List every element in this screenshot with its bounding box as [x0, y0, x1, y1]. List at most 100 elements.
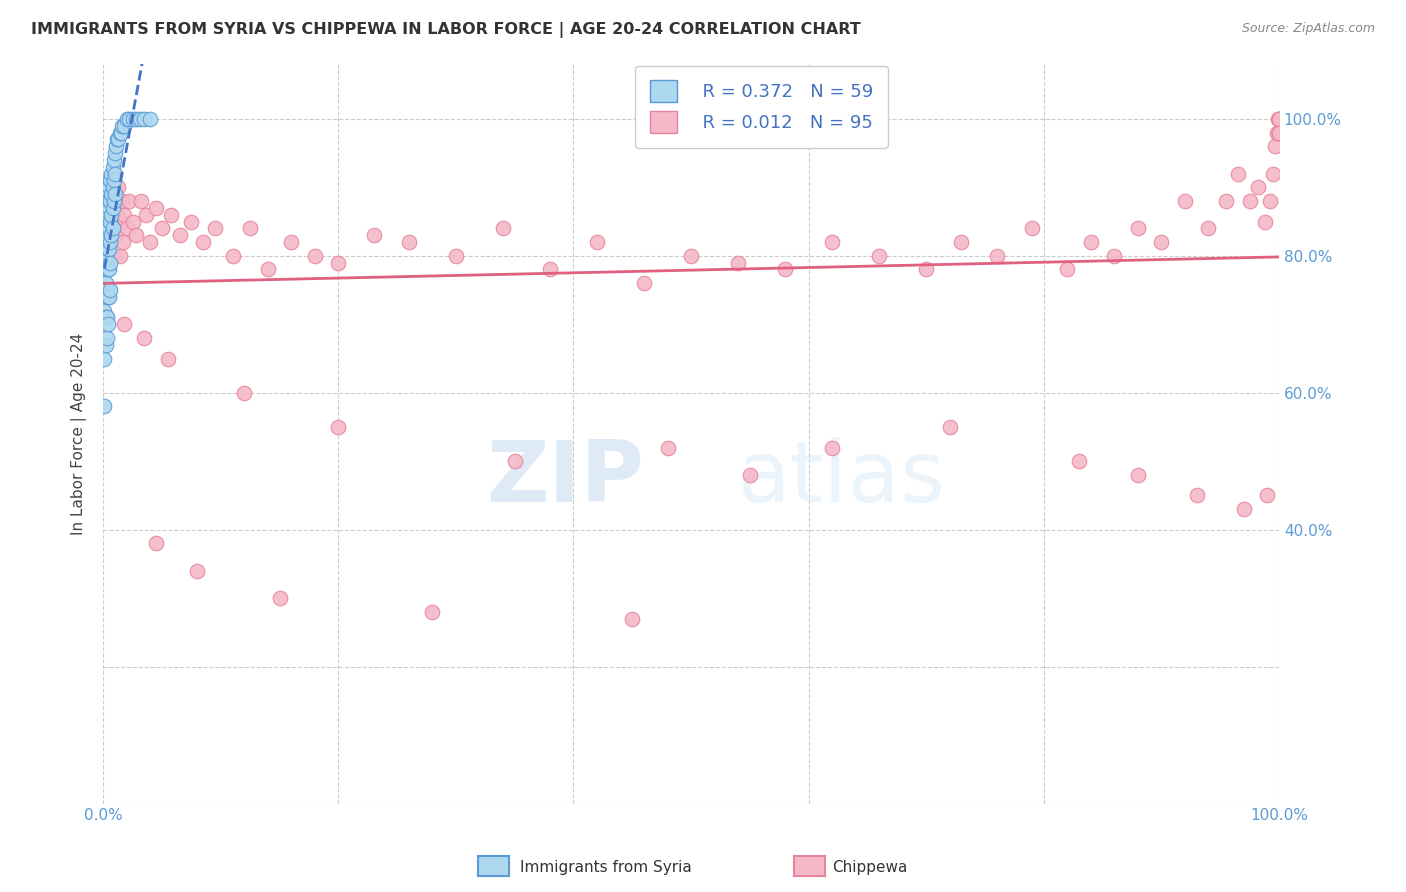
Text: Source: ZipAtlas.com: Source: ZipAtlas.com	[1241, 22, 1375, 36]
Point	[98, 283, 121, 297]
Point	[1267, 112, 1289, 126]
Text: atlas: atlas	[738, 437, 946, 520]
Point	[110, 214, 132, 228]
Point	[621, 612, 644, 626]
Point	[186, 564, 208, 578]
Point	[121, 112, 143, 126]
Point	[93, 400, 115, 414]
Point	[1126, 467, 1149, 482]
Point	[868, 249, 890, 263]
Point	[1150, 235, 1173, 249]
Point	[821, 235, 844, 249]
Point	[96, 235, 118, 249]
Point	[101, 221, 124, 235]
Point	[1264, 139, 1286, 153]
Point	[101, 221, 124, 235]
Point	[681, 249, 703, 263]
Point	[1268, 112, 1291, 126]
Point	[773, 262, 796, 277]
Point	[1174, 194, 1197, 208]
Point	[104, 167, 127, 181]
Point	[93, 351, 115, 366]
Point	[96, 262, 118, 277]
Point	[94, 310, 117, 325]
Point	[100, 194, 122, 208]
Point	[1080, 235, 1102, 249]
Legend:   R = 0.372   N = 59,   R = 0.012   N = 95: R = 0.372 N = 59, R = 0.012 N = 95	[636, 66, 889, 148]
Point	[139, 235, 162, 249]
Point	[269, 591, 291, 606]
Point	[150, 221, 173, 235]
Point	[98, 194, 121, 208]
Point	[118, 194, 141, 208]
Point	[156, 351, 179, 366]
Point	[363, 228, 385, 243]
Point	[104, 187, 127, 202]
Point	[280, 235, 302, 249]
Point	[139, 112, 162, 126]
Point	[118, 112, 141, 126]
Point	[98, 262, 121, 277]
Point	[134, 112, 156, 126]
Point	[121, 214, 143, 228]
Point	[125, 228, 148, 243]
Point	[145, 201, 167, 215]
Point	[98, 235, 121, 249]
Y-axis label: In Labor Force | Age 20-24: In Labor Force | Age 20-24	[72, 333, 87, 535]
Point	[1215, 194, 1237, 208]
Point	[97, 173, 120, 187]
Point	[103, 194, 125, 208]
Point	[135, 208, 157, 222]
Point	[111, 194, 134, 208]
Point	[105, 208, 128, 222]
Point	[103, 249, 125, 263]
Point	[100, 167, 122, 181]
Point	[97, 221, 120, 235]
Point	[191, 235, 214, 249]
Point	[94, 194, 117, 208]
Point	[738, 467, 761, 482]
Point	[1268, 112, 1291, 126]
Point	[103, 153, 125, 167]
Point	[97, 262, 120, 277]
Point	[1265, 126, 1288, 140]
Point	[98, 255, 121, 269]
Point	[204, 221, 226, 235]
Point	[115, 221, 138, 235]
Point	[328, 255, 350, 269]
Point	[110, 126, 132, 140]
Point	[1247, 180, 1270, 194]
Point	[145, 536, 167, 550]
Point	[94, 276, 117, 290]
Point	[93, 303, 115, 318]
Point	[108, 249, 131, 263]
Point	[107, 180, 129, 194]
Point	[112, 208, 135, 222]
Point	[180, 214, 202, 228]
Point	[97, 290, 120, 304]
Point	[128, 112, 150, 126]
Point	[111, 119, 134, 133]
Point	[1056, 262, 1078, 277]
Point	[1261, 167, 1284, 181]
Point	[104, 146, 127, 161]
Point	[444, 249, 467, 263]
Point	[1268, 126, 1291, 140]
Point	[115, 112, 138, 126]
Point	[98, 201, 121, 215]
Point	[94, 338, 117, 352]
Point	[112, 318, 135, 332]
Point	[96, 310, 118, 325]
Point	[100, 228, 122, 243]
Point	[938, 420, 960, 434]
Point	[160, 208, 183, 222]
Point	[112, 235, 135, 249]
Point	[221, 249, 243, 263]
Point	[96, 331, 118, 345]
Point	[98, 173, 121, 187]
Point	[503, 454, 526, 468]
Point	[657, 441, 679, 455]
Point	[586, 235, 609, 249]
Text: ZIP: ZIP	[486, 437, 644, 520]
Point	[97, 318, 120, 332]
